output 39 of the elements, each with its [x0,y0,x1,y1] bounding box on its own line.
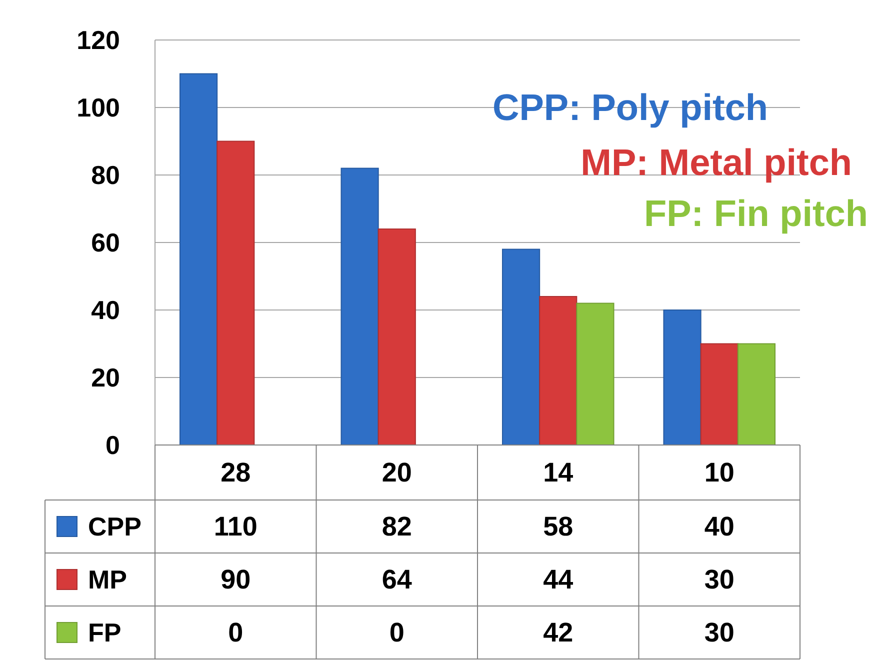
y-tick-label: 0 [106,430,120,460]
y-tick-label: 120 [76,25,120,55]
bar [378,228,416,446]
y-tick-label: 40 [91,295,120,325]
bar [340,168,379,446]
annotation: CPP: Poly pitch [492,87,768,128]
data-label: 44 [543,564,574,594]
data-label: 58 [543,512,574,542]
bar [737,343,776,446]
annotation: FP: Fin pitch [644,193,868,234]
bar [576,302,614,446]
legend-label: CPP [88,512,142,542]
data-label: 90 [220,564,251,594]
bar [539,296,578,446]
y-tick-label: 60 [91,228,120,258]
bar [502,248,540,446]
y-tick-label: 20 [91,362,120,392]
bar [179,73,218,446]
bar [700,343,738,446]
x-tick-label: 14 [543,458,574,488]
bar [663,310,702,446]
data-label: 30 [704,618,734,648]
x-tick-label: 20 [382,458,412,488]
data-label: 64 [382,564,412,594]
data-label: 42 [543,618,574,648]
y-tick-label: 100 [76,92,120,122]
legend-label: FP [88,618,122,648]
data-label: 0 [389,618,404,648]
x-tick-label: 10 [704,458,734,488]
bar [216,140,255,446]
x-tick-label: 28 [220,458,251,488]
legend-label: MP [88,564,127,594]
data-label: 0 [228,618,244,648]
data-label: 30 [704,564,734,594]
annotation: MP: Metal pitch [580,142,852,183]
data-label: 110 [214,512,258,542]
y-tick-label: 80 [91,160,120,190]
data-label: 82 [382,512,412,542]
data-label: 40 [704,512,734,542]
